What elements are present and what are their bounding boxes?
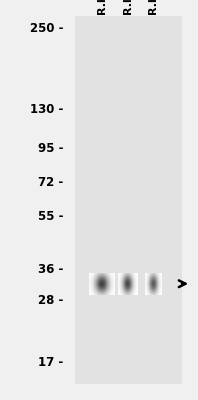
Text: 130 -: 130 - — [30, 103, 63, 116]
Text: 55 -: 55 - — [38, 210, 63, 223]
Text: R.brain: R.brain — [148, 0, 158, 14]
Bar — [75, 16, 182, 384]
Text: R.lung: R.lung — [123, 0, 133, 14]
Text: R.kidney: R.kidney — [97, 0, 107, 14]
Text: 28 -: 28 - — [38, 294, 63, 307]
Text: 17 -: 17 - — [38, 356, 63, 369]
Text: 36 -: 36 - — [38, 262, 63, 276]
Text: KDa: KDa — [2, 0, 30, 2]
Text: 72 -: 72 - — [38, 176, 63, 189]
Text: 95 -: 95 - — [38, 142, 63, 155]
Text: 250 -: 250 - — [30, 22, 63, 34]
